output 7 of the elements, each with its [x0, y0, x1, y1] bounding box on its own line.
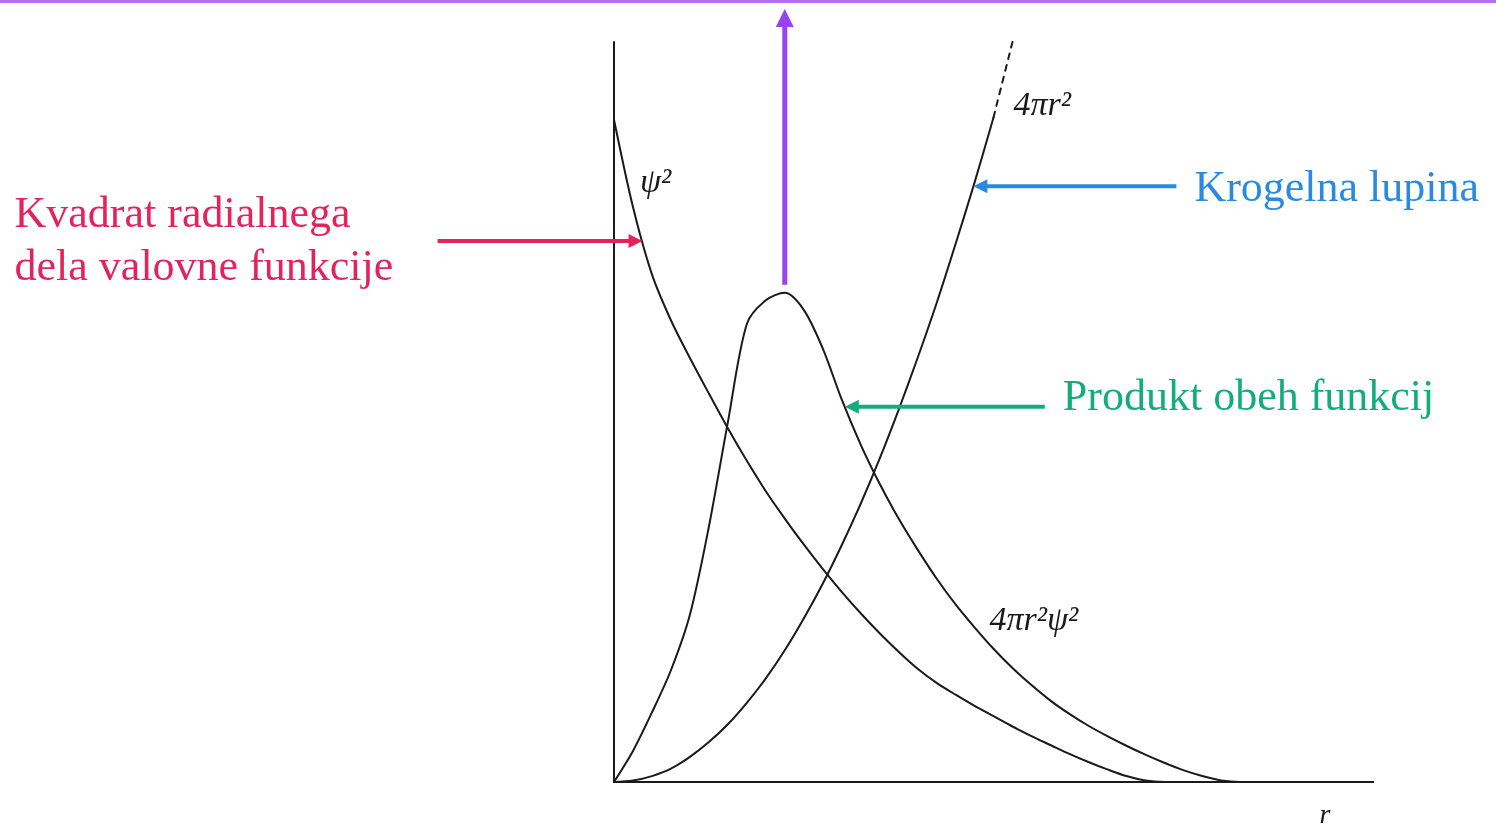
series-label: 4πr²ψ²: [989, 599, 1080, 637]
annotation: Produkt obeh funkcij: [1062, 369, 1436, 422]
x-axis-title: r: [1319, 797, 1331, 826]
annotation: Krogelna lupina: [1194, 160, 1481, 213]
text: Kvadrat radialnega dela valovne funkcije: [14, 187, 395, 293]
series-label: ψ²: [639, 161, 673, 199]
series-label: 4πr²: [1013, 84, 1072, 122]
